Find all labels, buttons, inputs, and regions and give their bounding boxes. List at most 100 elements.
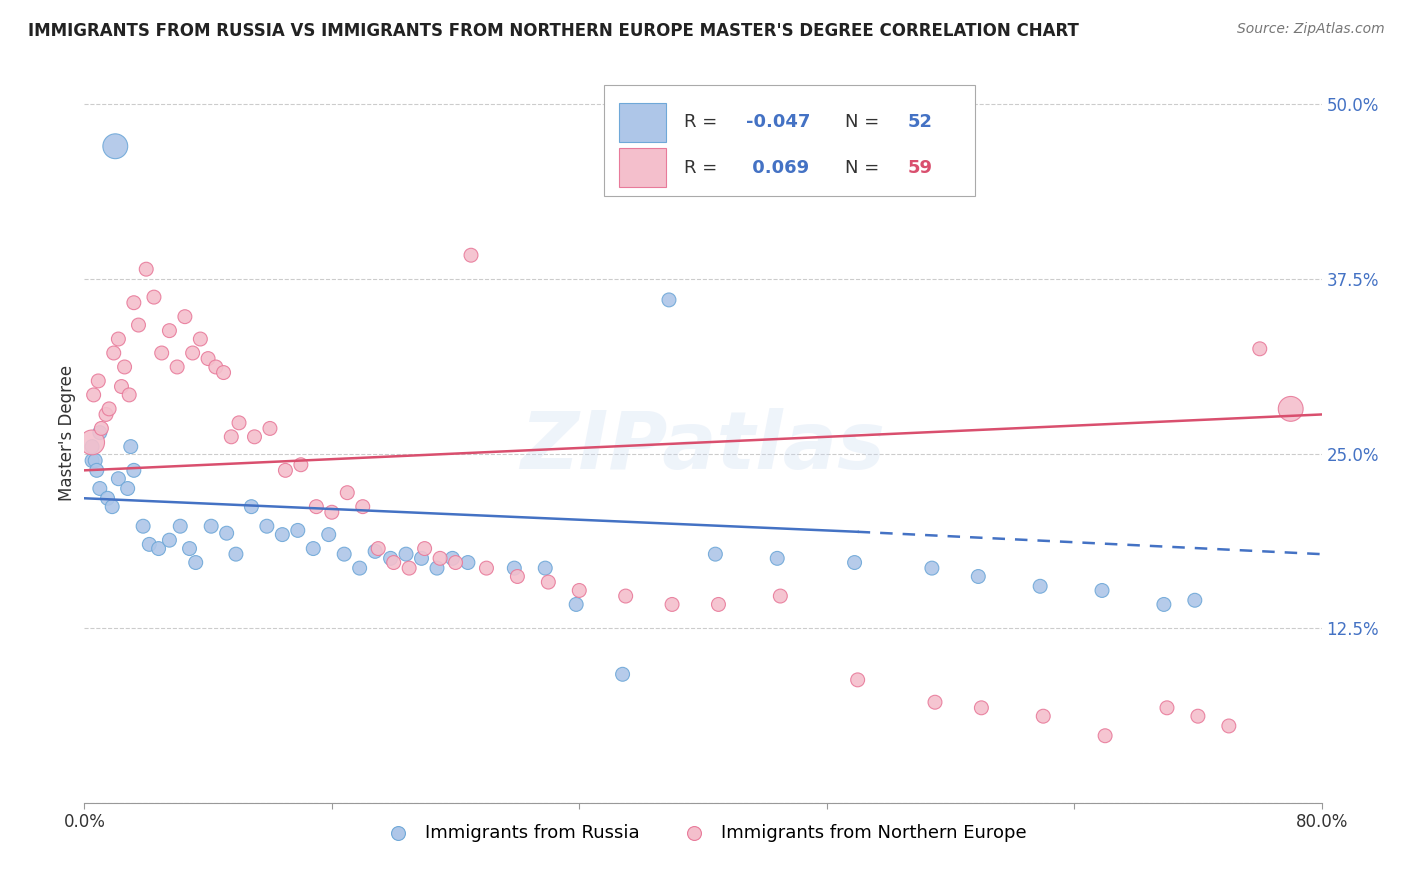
Point bbox=[367, 541, 389, 556]
Point bbox=[537, 575, 560, 590]
Point bbox=[614, 589, 637, 603]
Point bbox=[118, 388, 141, 402]
Point bbox=[159, 533, 180, 548]
Point bbox=[395, 547, 418, 561]
Point bbox=[87, 374, 110, 388]
Point bbox=[174, 310, 197, 324]
Point bbox=[103, 346, 125, 360]
Point bbox=[844, 556, 866, 570]
Point bbox=[197, 351, 219, 366]
Point bbox=[1184, 593, 1206, 607]
Point bbox=[104, 139, 127, 153]
Point bbox=[83, 388, 105, 402]
Point bbox=[98, 401, 121, 416]
Point bbox=[94, 408, 117, 422]
Point bbox=[132, 519, 155, 533]
Text: Source: ZipAtlas.com: Source: ZipAtlas.com bbox=[1237, 22, 1385, 37]
Point bbox=[1249, 342, 1271, 356]
Point bbox=[924, 695, 946, 709]
Point bbox=[117, 482, 139, 496]
Point bbox=[228, 416, 250, 430]
Point bbox=[225, 547, 247, 561]
Point bbox=[503, 561, 526, 575]
Point bbox=[90, 421, 112, 435]
Point bbox=[1279, 401, 1302, 416]
Point bbox=[1032, 709, 1054, 723]
Point bbox=[1094, 729, 1116, 743]
Point bbox=[411, 551, 433, 566]
Point bbox=[441, 551, 464, 566]
Point bbox=[967, 569, 990, 583]
Point bbox=[82, 440, 104, 454]
Text: N =: N = bbox=[845, 159, 886, 177]
Point bbox=[271, 527, 294, 541]
FancyBboxPatch shape bbox=[605, 85, 976, 195]
Point bbox=[382, 556, 405, 570]
Point bbox=[169, 519, 191, 533]
Point bbox=[349, 561, 371, 575]
Legend: Immigrants from Russia, Immigrants from Northern Europe: Immigrants from Russia, Immigrants from … bbox=[373, 817, 1033, 849]
Text: -0.047: -0.047 bbox=[747, 113, 811, 131]
FancyBboxPatch shape bbox=[619, 148, 666, 186]
Point bbox=[259, 421, 281, 435]
Point bbox=[321, 505, 343, 519]
Point bbox=[704, 547, 727, 561]
Point bbox=[86, 463, 108, 477]
Point bbox=[138, 537, 160, 551]
Point bbox=[150, 346, 173, 360]
FancyBboxPatch shape bbox=[619, 103, 666, 142]
Point bbox=[205, 359, 228, 374]
Point bbox=[457, 556, 479, 570]
Point bbox=[413, 541, 436, 556]
Point bbox=[107, 472, 129, 486]
Text: 0.069: 0.069 bbox=[747, 159, 810, 177]
Point bbox=[1187, 709, 1209, 723]
Point bbox=[120, 440, 142, 454]
Point bbox=[188, 332, 211, 346]
Point bbox=[302, 541, 325, 556]
Point bbox=[475, 561, 498, 575]
Point bbox=[135, 262, 157, 277]
Point bbox=[707, 598, 730, 612]
Point bbox=[1091, 583, 1114, 598]
Point bbox=[534, 561, 557, 575]
Point bbox=[565, 598, 588, 612]
Point bbox=[122, 295, 145, 310]
Text: N =: N = bbox=[845, 113, 886, 131]
Point bbox=[460, 248, 482, 262]
Point bbox=[240, 500, 263, 514]
Point bbox=[1029, 579, 1052, 593]
Text: IMMIGRANTS FROM RUSSIA VS IMMIGRANTS FROM NORTHERN EUROPE MASTER'S DEGREE CORREL: IMMIGRANTS FROM RUSSIA VS IMMIGRANTS FRO… bbox=[28, 22, 1078, 40]
Point bbox=[166, 359, 188, 374]
Y-axis label: Master's Degree: Master's Degree bbox=[58, 365, 76, 500]
Point bbox=[352, 500, 374, 514]
Point bbox=[274, 463, 297, 477]
Point bbox=[846, 673, 869, 687]
Point bbox=[444, 556, 467, 570]
Point bbox=[148, 541, 170, 556]
Point bbox=[127, 318, 149, 332]
Point bbox=[661, 598, 683, 612]
Point bbox=[568, 583, 591, 598]
Point bbox=[290, 458, 312, 472]
Point bbox=[243, 430, 266, 444]
Text: R =: R = bbox=[685, 113, 724, 131]
Point bbox=[1153, 598, 1175, 612]
Point bbox=[658, 293, 681, 307]
Point bbox=[921, 561, 943, 575]
Point bbox=[101, 500, 124, 514]
Text: 59: 59 bbox=[907, 159, 932, 177]
Point bbox=[82, 453, 104, 467]
Point bbox=[506, 569, 529, 583]
Point bbox=[215, 526, 238, 541]
Point bbox=[1218, 719, 1240, 733]
Point bbox=[212, 366, 235, 380]
Point bbox=[333, 547, 356, 561]
Point bbox=[82, 435, 104, 450]
Point bbox=[122, 463, 145, 477]
Point bbox=[159, 324, 180, 338]
Point bbox=[318, 527, 340, 541]
Point bbox=[305, 500, 328, 514]
Text: 52: 52 bbox=[907, 113, 932, 131]
Point bbox=[110, 379, 132, 393]
